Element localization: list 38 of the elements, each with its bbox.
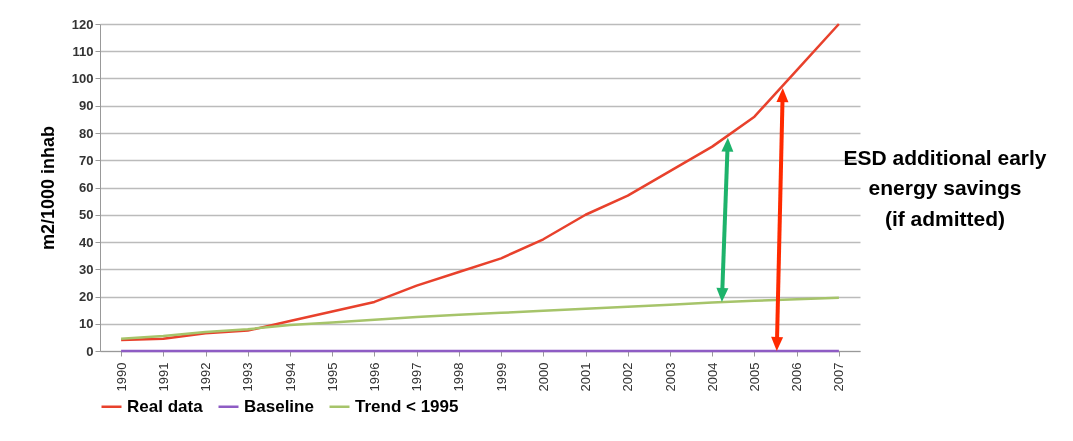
x-tick-label: 1999: [493, 362, 509, 392]
legend-label: Baseline: [244, 396, 314, 416]
x-tick-label: 2006: [789, 362, 805, 392]
x-tick-label: 1995: [324, 362, 340, 392]
y-tick-label: 80: [79, 125, 94, 141]
y-tick-label: 50: [79, 207, 94, 223]
y-tick-label: 10: [79, 316, 94, 332]
y-tick-label: 120: [71, 16, 94, 32]
y-tick-label: 110: [72, 43, 94, 59]
y-tick-label: 90: [79, 98, 94, 114]
legend-label: Trend < 1995: [355, 396, 459, 416]
x-tick-label: 1996: [366, 362, 382, 392]
legend-label: Real data: [127, 396, 204, 416]
x-tick-label: 2000: [535, 362, 551, 392]
annotation: ESD additional early energy savings (if admitted): [842, 145, 1048, 232]
x-tick-label: 1993: [240, 362, 256, 392]
x-tick-label: 1998: [451, 362, 467, 392]
x-tick-label: 1992: [198, 362, 214, 392]
x-tick-label: 2003: [662, 362, 678, 392]
line-series: [119, 296, 841, 340]
y-tick-label: 30: [79, 261, 94, 277]
x-tick-label: 1994: [282, 362, 298, 392]
y-tick-label: 20: [79, 289, 94, 304]
y-axis-title: m2/1000 inhab: [37, 125, 58, 251]
x-tick-label: 2004: [704, 362, 720, 392]
x-tick-label: 2002: [620, 362, 636, 392]
x-tick-label: 1990: [113, 362, 129, 392]
x-tick-label: 1997: [409, 362, 425, 392]
line-series: [119, 22, 841, 342]
y-tick-label: 70: [79, 152, 94, 168]
x-tick-label: 2007: [831, 362, 847, 392]
x-tick-label: 2005: [746, 362, 762, 392]
y-tick-label: 0: [86, 343, 94, 359]
x-tick-label: 1991: [155, 362, 171, 392]
x-tick-label: 2001: [578, 362, 594, 392]
y-tick-label: 40: [79, 234, 94, 250]
y-tick-label: 60: [79, 180, 94, 195]
y-tick-label: 100: [71, 71, 94, 86]
